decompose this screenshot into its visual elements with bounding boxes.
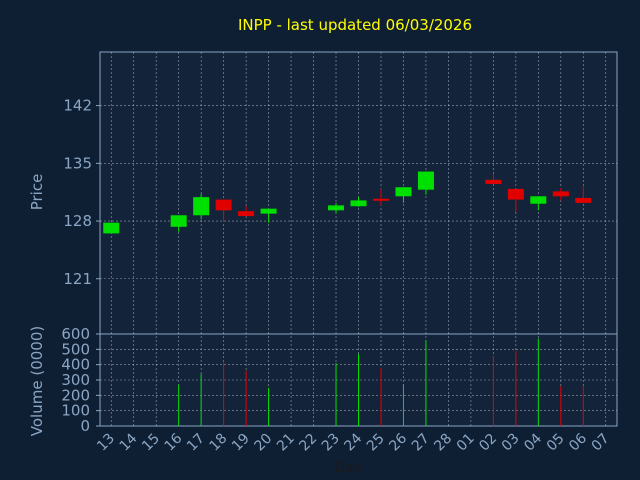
price-tick-label: 135	[63, 154, 92, 172]
chart-title: INPP - last updated 06/03/2026	[238, 16, 472, 34]
candle-body	[328, 205, 345, 211]
volume-tick-label: 100	[61, 402, 90, 420]
candle-body	[485, 179, 502, 184]
candle-body	[552, 191, 569, 197]
x-tick-labels: 1314151617181920212223242526272801020304…	[94, 430, 612, 454]
x-axis-label: Day	[334, 460, 362, 476]
price-candles	[103, 171, 592, 234]
candle-body	[530, 196, 547, 204]
volume-tick-label: 300	[61, 371, 90, 389]
volume-tick-label: 500	[61, 340, 90, 358]
candle-body	[372, 198, 389, 201]
grid-lines	[96, 52, 617, 427]
volume-bars	[178, 338, 584, 426]
candle-body	[417, 171, 434, 190]
price-tick-label: 121	[63, 270, 92, 288]
price-axis-label: Price	[28, 174, 46, 211]
volume-axis-label: Volume (0000)	[28, 326, 46, 436]
candle-body	[350, 200, 367, 207]
candle-body	[395, 187, 412, 197]
volume-tick-label: 400	[61, 356, 90, 374]
candle-body	[103, 222, 120, 234]
volume-tick-label: 0	[80, 417, 90, 435]
candle-body	[215, 199, 232, 211]
volume-tick-label: 200	[61, 386, 90, 404]
candle-body	[238, 211, 255, 217]
candle-body	[193, 197, 210, 216]
price-tick-label: 142	[63, 97, 92, 115]
candle-body	[170, 215, 187, 227]
candle-body	[507, 188, 524, 200]
candle-body	[260, 208, 277, 214]
volume-tick-label: 600	[61, 325, 90, 343]
price-tick-label: 128	[63, 212, 92, 230]
candle-body	[575, 197, 592, 203]
